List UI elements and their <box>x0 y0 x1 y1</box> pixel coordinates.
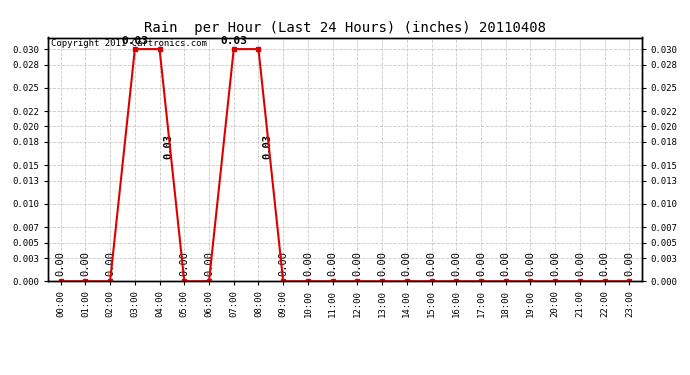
Text: 0.00: 0.00 <box>451 251 461 276</box>
Text: 0.00: 0.00 <box>624 251 634 276</box>
Text: 0.00: 0.00 <box>575 251 585 276</box>
Text: 0.00: 0.00 <box>550 251 560 276</box>
Text: 0.00: 0.00 <box>600 251 609 276</box>
Text: 0.00: 0.00 <box>179 251 189 276</box>
Text: 0.00: 0.00 <box>501 251 511 276</box>
Text: 0.00: 0.00 <box>377 251 387 276</box>
Title: Rain  per Hour (Last 24 Hours) (inches) 20110408: Rain per Hour (Last 24 Hours) (inches) 2… <box>144 21 546 35</box>
Text: 0.03: 0.03 <box>121 36 148 46</box>
Text: 0.00: 0.00 <box>353 251 362 276</box>
Text: 0.00: 0.00 <box>402 251 412 276</box>
Text: 0.00: 0.00 <box>278 251 288 276</box>
Text: Copyright 2011 Cartronics.com: Copyright 2011 Cartronics.com <box>51 39 207 48</box>
Text: 0.03: 0.03 <box>220 36 247 46</box>
Text: 0.00: 0.00 <box>56 251 66 276</box>
Text: 0.00: 0.00 <box>476 251 486 276</box>
Text: 0.00: 0.00 <box>426 251 437 276</box>
Text: 0.00: 0.00 <box>204 251 214 276</box>
Text: 0.00: 0.00 <box>303 251 313 276</box>
Text: 0.00: 0.00 <box>81 251 90 276</box>
Text: 0.03: 0.03 <box>262 134 272 159</box>
Text: 0.00: 0.00 <box>526 251 535 276</box>
Text: 0.03: 0.03 <box>164 134 173 159</box>
Text: 0.00: 0.00 <box>328 251 337 276</box>
Text: 0.00: 0.00 <box>105 251 115 276</box>
